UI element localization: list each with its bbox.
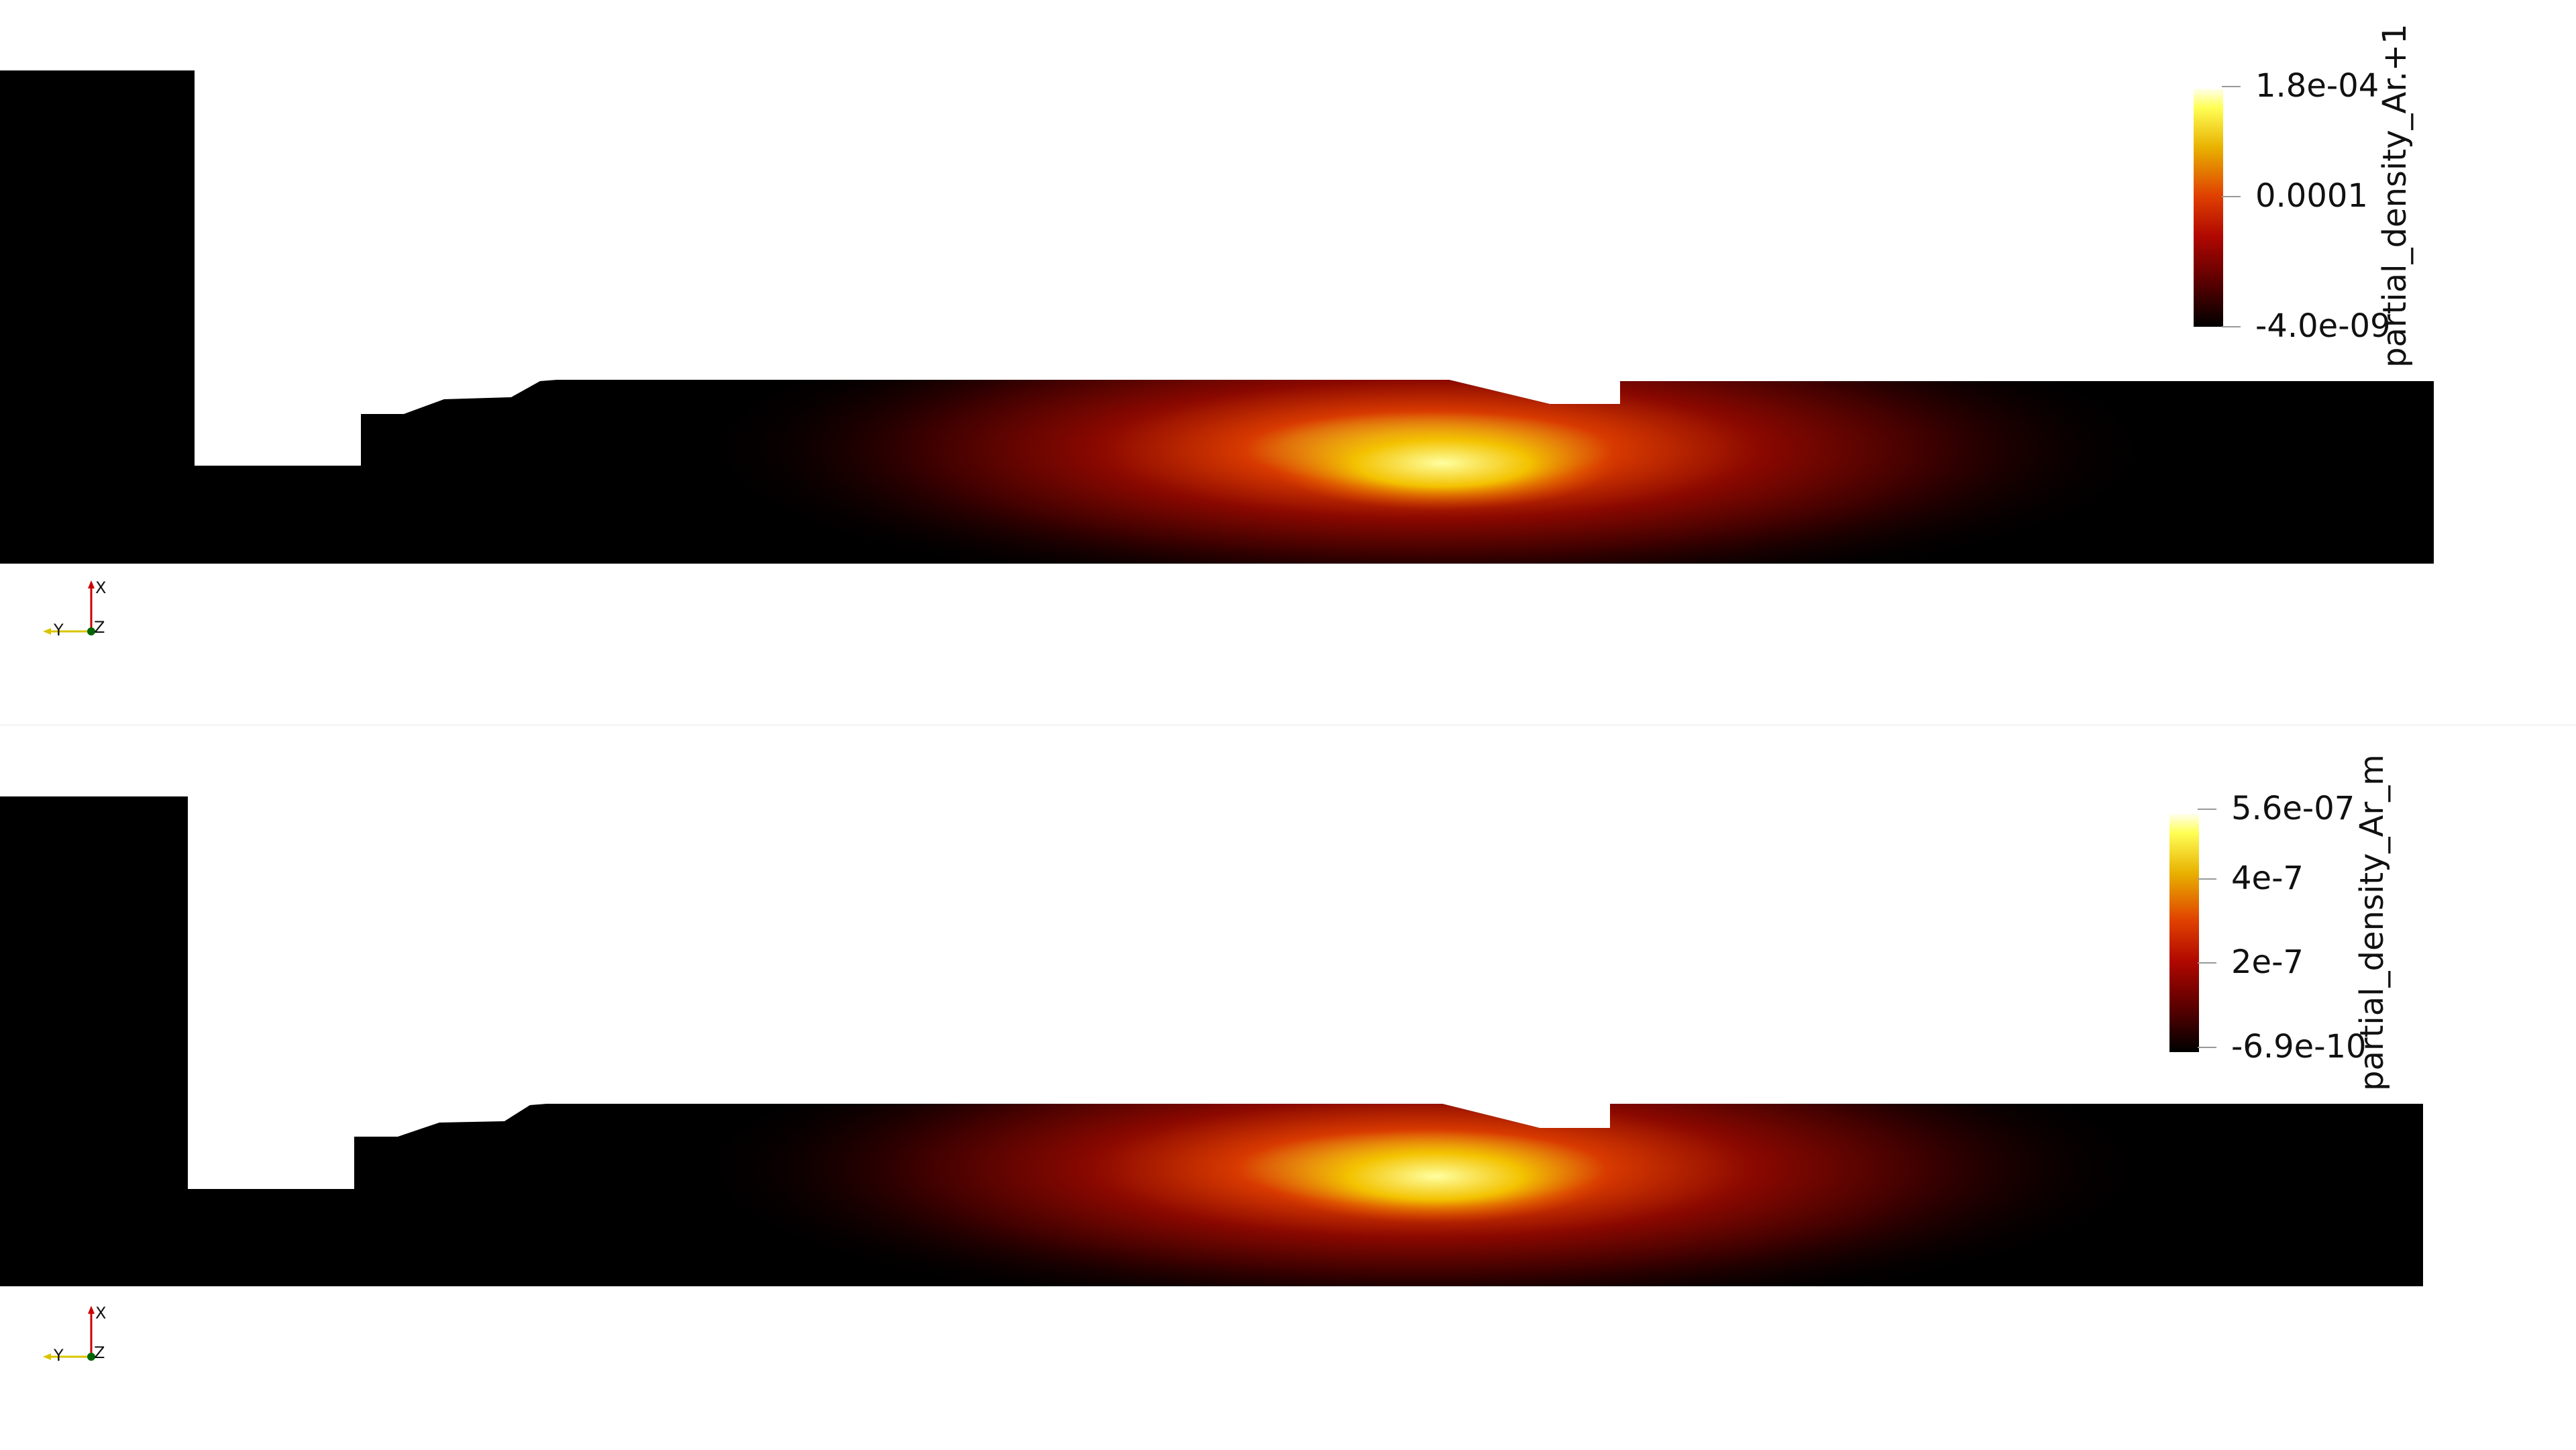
orientation-axes-top: [43, 580, 95, 635]
tick-mark: [2222, 196, 2241, 197]
axis-label-x: X: [95, 578, 107, 597]
axis-label-y: Y: [54, 1346, 64, 1365]
density-peak-bottom: [1201, 1118, 1670, 1252]
tick-mark: [2198, 962, 2216, 964]
colorbar-tick-min: -4.0e-09: [2255, 307, 2391, 345]
tick-mark: [2198, 1047, 2216, 1048]
colorbar-tick-max: 1.8e-04: [2255, 67, 2379, 105]
geometry-render-bottom[interactable]: [0, 725, 2576, 1450]
colorbar-tick-mid: 0.0001: [2255, 177, 2368, 215]
colorbar-tick: 4e-7: [2231, 860, 2304, 897]
axis-label-z: Z: [94, 618, 105, 637]
axis-label-z: Z: [94, 1343, 105, 1362]
tick-mark: [2222, 326, 2241, 327]
colorbar-title: partial_density_Ar.+1: [2376, 23, 2414, 368]
colorbar-tick-max: 5.6e-07: [2231, 790, 2355, 827]
density-peak-top: [1208, 403, 1677, 537]
colorbar-bottom: [2169, 814, 2199, 1052]
render-view-bottom[interactable]: 5.6e-07 4e-7 2e-7 -6.9e-10 partial_densi…: [0, 725, 2576, 1450]
colorbar-top: [2194, 89, 2223, 327]
tick-mark: [2198, 878, 2216, 880]
colorbar-title: partial_density_Ar_m: [2353, 754, 2391, 1091]
geometry-render-top[interactable]: [0, 0, 2576, 725]
colorbar-tick: 2e-7: [2231, 943, 2304, 981]
render-view-top[interactable]: 1.8e-04 0.0001 -4.0e-09 partial_density_…: [0, 0, 2576, 725]
axis-label-x: X: [95, 1304, 107, 1323]
tick-mark: [2198, 809, 2216, 810]
tick-mark: [2222, 86, 2241, 87]
axis-label-y: Y: [54, 621, 64, 639]
orientation-axes-bottom: [43, 1306, 95, 1361]
colorbar-tick-min: -6.9e-10: [2231, 1028, 2367, 1066]
